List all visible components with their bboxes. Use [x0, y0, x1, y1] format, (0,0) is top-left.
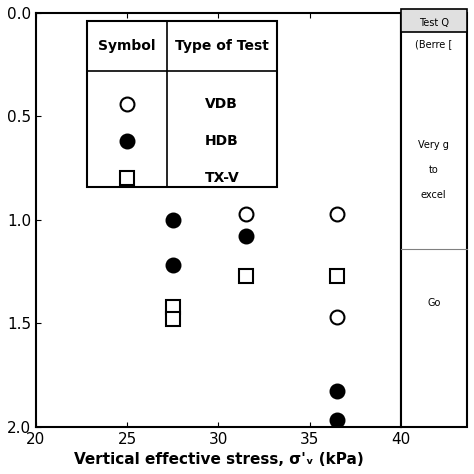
- Text: Type of Test: Type of Test: [175, 39, 269, 53]
- Text: Go: Go: [427, 298, 440, 308]
- Text: to: to: [429, 165, 438, 175]
- Text: TX-V: TX-V: [204, 172, 239, 185]
- X-axis label: Vertical effective stress, σ'ᵥ (kPa): Vertical effective stress, σ'ᵥ (kPa): [73, 452, 363, 467]
- Bar: [87, 21, 277, 187]
- Text: Very g: Very g: [419, 140, 449, 150]
- Bar: [401, 9, 466, 32]
- Text: (Berre [: (Berre [: [415, 39, 452, 49]
- Text: Symbol: Symbol: [98, 39, 155, 53]
- Text: Test Q: Test Q: [419, 18, 449, 28]
- Text: HDB: HDB: [205, 134, 239, 148]
- Text: VDB: VDB: [205, 97, 238, 111]
- Text: excel: excel: [421, 190, 447, 200]
- Bar: [401, 13, 466, 427]
